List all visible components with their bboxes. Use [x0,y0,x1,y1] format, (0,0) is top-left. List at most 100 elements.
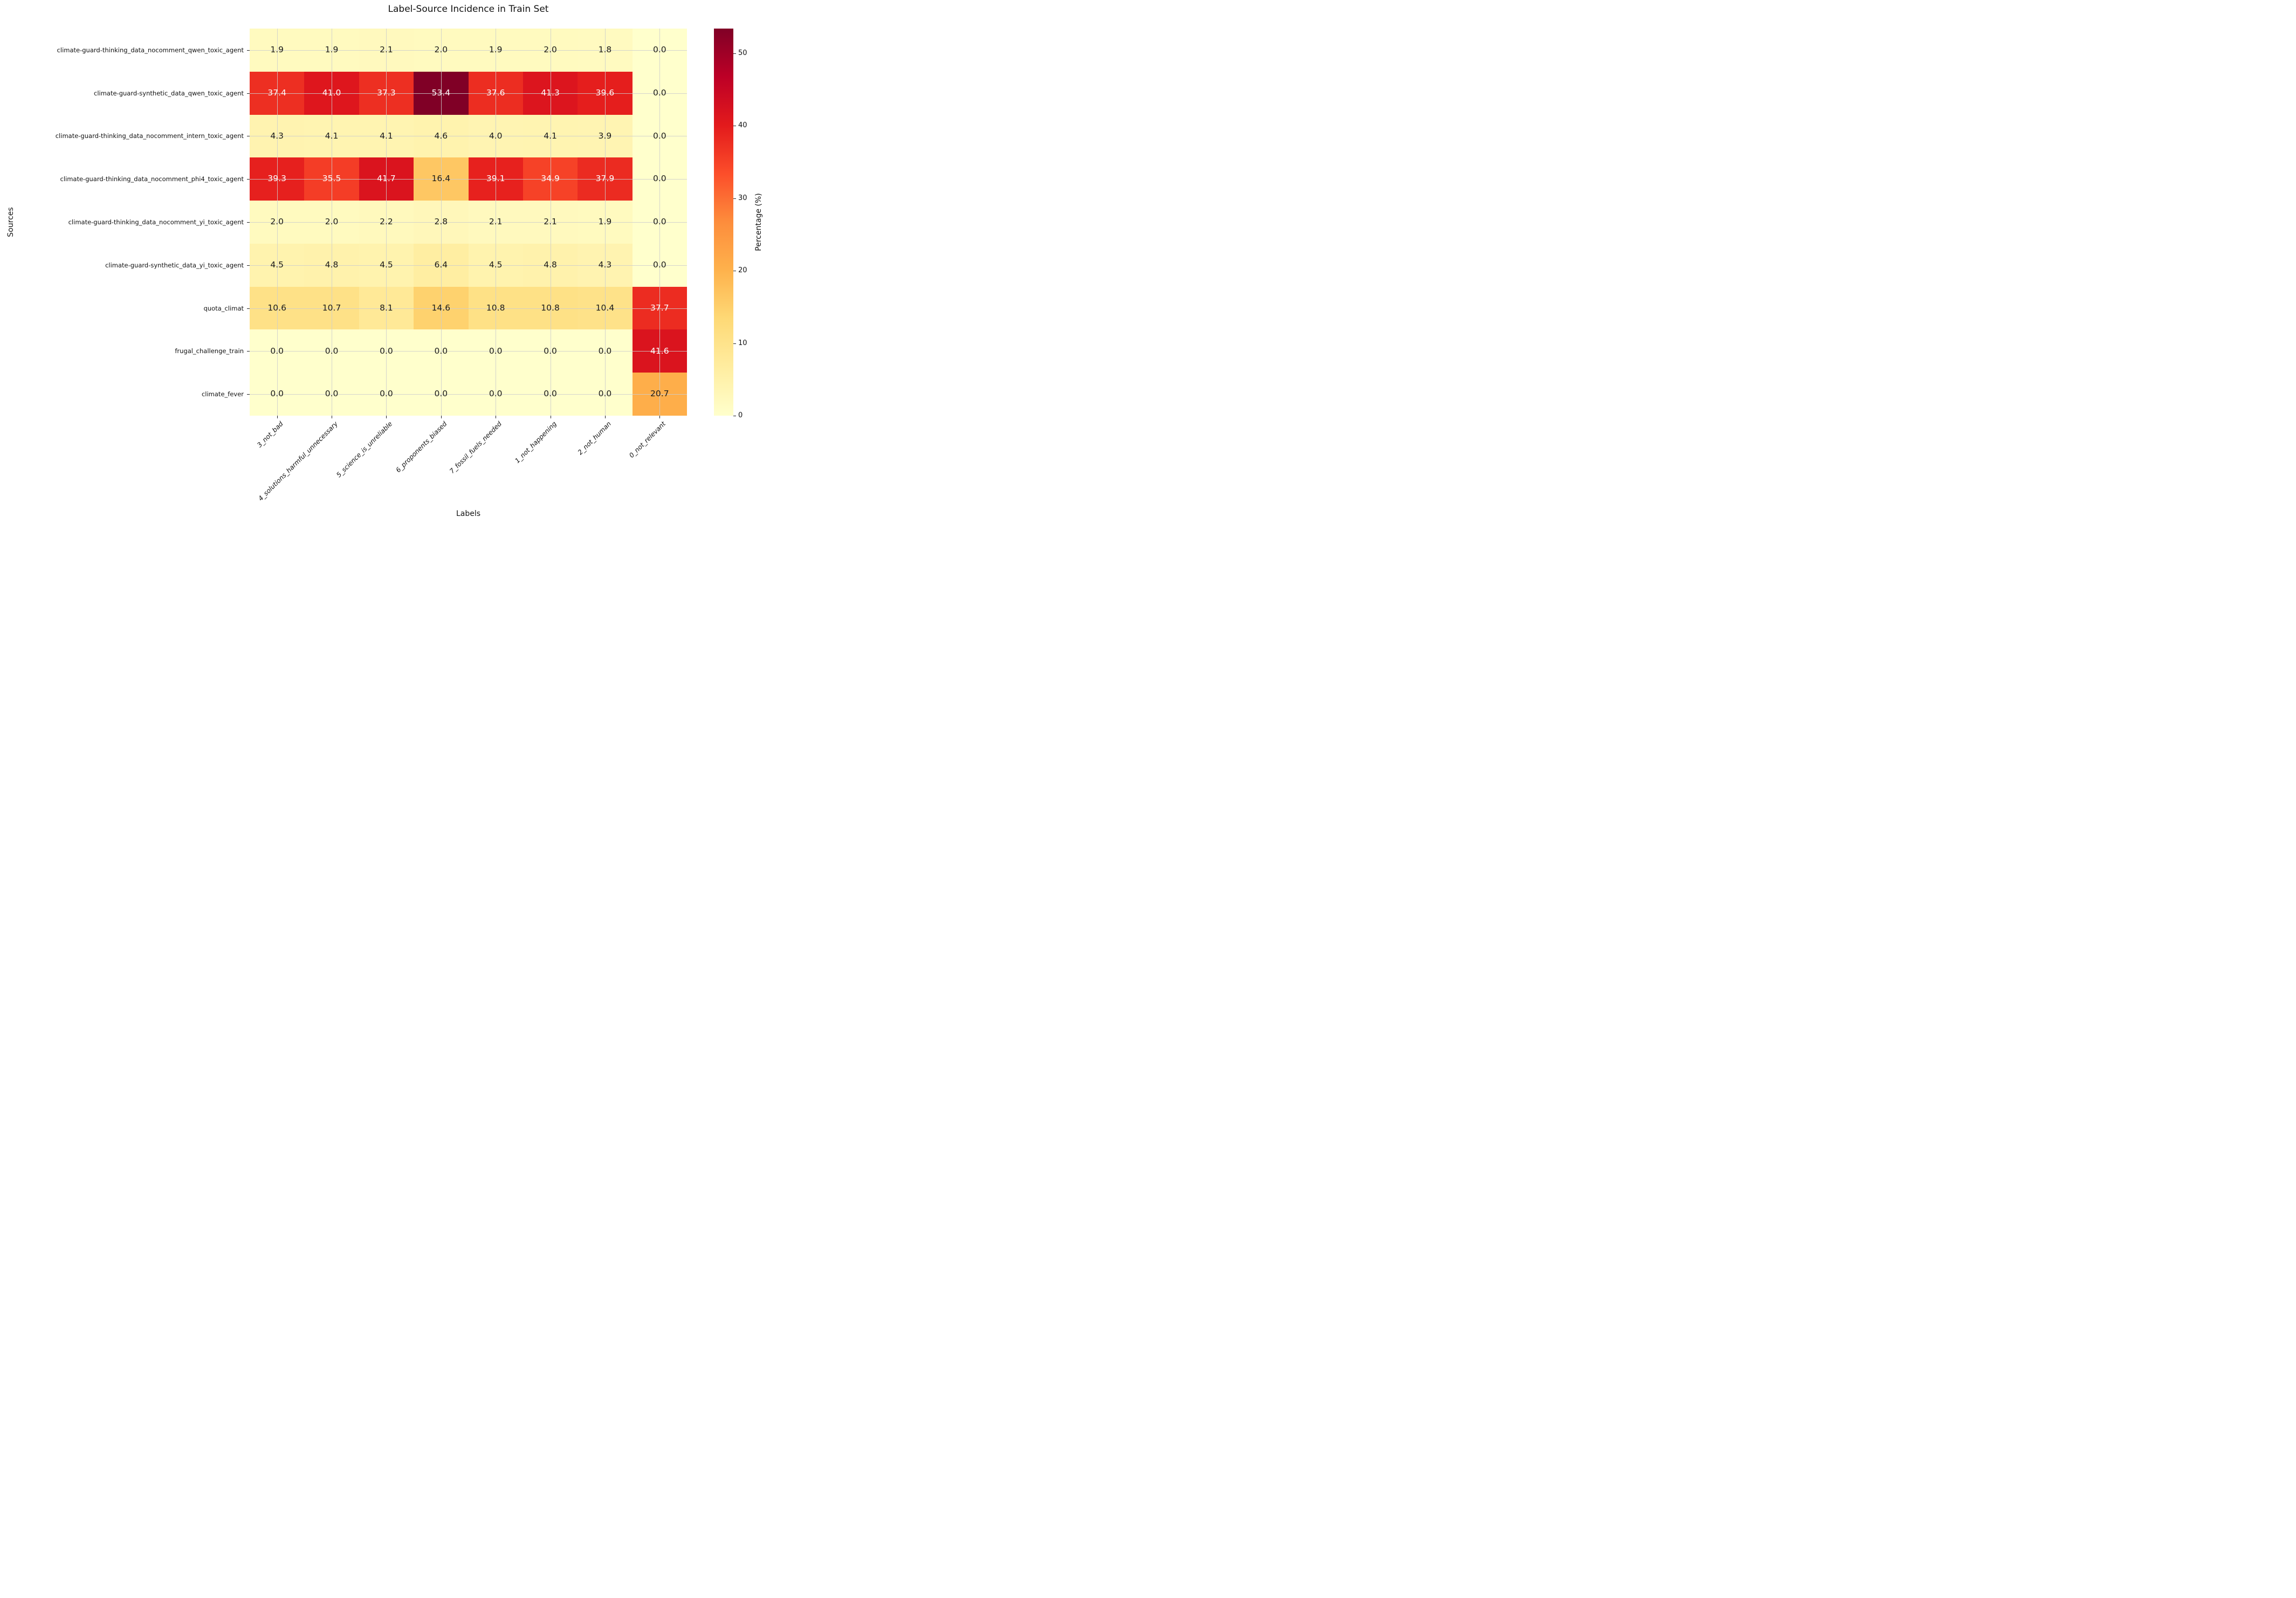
chart-title: Label-Source Incidence in Train Set [388,4,549,15]
cell-value: 10.6 [267,302,286,313]
heatmap-cell: 0.0 [578,329,633,373]
heatmap-cell: 10.7 [304,286,359,330]
heatmap-cell: 0.0 [250,373,305,416]
heatmap-cell: 0.0 [632,114,687,158]
cell-value: 39.3 [267,174,286,184]
heatmap-cell: 37.9 [578,157,633,201]
cell-value: 2.0 [325,217,339,227]
heatmap-cell: 39.1 [468,157,523,201]
y-tick-mark [247,179,250,180]
heatmap-cell: 41.6 [632,329,687,373]
y-tick-label: climate-guard-thinking_data_nocomment_yi… [68,218,244,226]
cell-value: 4.1 [544,130,557,141]
heatmap-cell: 34.9 [523,157,578,201]
heatmap-cell: 2.1 [359,29,414,72]
heatmap-cell: 10.4 [578,286,633,330]
y-tick-label: climate-guard-synthetic_data_yi_toxic_ag… [105,261,244,269]
heatmap-cell: 14.6 [414,286,469,330]
heatmap-cell: 2.0 [250,201,305,244]
y-tick-mark [247,265,250,266]
cell-value: 1.9 [325,45,339,55]
heatmap-cell: 16.4 [414,157,469,201]
heatmap-cell: 4.0 [468,114,523,158]
heatmap-cell: 0.0 [414,373,469,416]
cell-value: 2.0 [270,217,284,227]
colorbar: 0 10 20 30 40 50 [714,29,765,419]
y-tick-label: climate_fever [201,390,244,398]
cell-value: 34.9 [541,174,560,184]
x-tick-label: 5_science_is_unreliable [335,420,394,479]
cell-value: 0.0 [380,389,393,399]
heatmap-cell: 2.1 [523,201,578,244]
heatmap-cells: 1.9 1.9 2.1 2.0 1.9 2.0 1.8 0.0 37.4 41.0 37.3 53.4… [250,29,687,416]
heatmap-cell: 4.1 [359,114,414,158]
cell-value: 4.1 [380,130,393,141]
heatmap-cell: 3.9 [578,114,633,158]
cell-value: 10.4 [595,302,615,313]
heatmap-cell: 39.3 [250,157,305,201]
x-tick-label: 1_not_happening [513,420,558,465]
heatmap-cell: 1.9 [250,29,305,72]
heatmap-cell: 4.1 [304,114,359,158]
cell-value: 37.6 [486,87,505,98]
cell-value: 3.9 [598,130,612,141]
x-tick-label: 0_not_relevant [628,420,668,459]
cell-value: 14.6 [431,302,451,313]
cell-value: 0.0 [652,87,666,98]
x-tick-mark [277,416,278,418]
cell-value: 2.8 [434,217,448,227]
y-tick-mark [247,93,250,94]
heatmap-cell: 2.8 [414,201,469,244]
y-tick-label: climate-guard-thinking_data_nocomment_in… [55,132,244,140]
cell-value: 1.9 [270,45,284,55]
cell-value: 10.8 [486,302,505,313]
heatmap-cell: 41.3 [523,71,578,115]
y-axis-tick-marks [247,29,250,416]
colorbar-tick-label: 10 [738,339,747,347]
y-axis-tick-labels: climate-guard-thinking_data_nocomment_qw… [0,29,244,416]
cell-value: 0.0 [325,389,339,399]
heatmap-cell: 4.3 [578,243,633,287]
colorbar-tick-label: 20 [738,266,747,275]
cell-value: 4.3 [270,130,284,141]
cell-value: 0.0 [598,389,612,399]
colorbar-tick-mark [733,53,736,54]
cell-value: 0.0 [652,130,666,141]
cell-value: 35.5 [322,174,341,184]
cell-value: 20.7 [650,389,669,399]
cell-value: 0.0 [325,346,339,356]
cell-value: 4.6 [434,130,448,141]
heatmap-cell: 4.5 [468,243,523,287]
colorbar-tick-label: 40 [738,121,747,130]
heatmap-cell: 2.0 [414,29,469,72]
cell-value: 53.4 [431,87,451,98]
heatmap-cell: 4.8 [523,243,578,287]
cell-value: 0.0 [270,389,284,399]
y-tick-mark [247,308,250,309]
cell-value: 4.0 [489,130,503,141]
heatmap-cell: 41.7 [359,157,414,201]
cell-value: 39.6 [595,87,615,98]
heatmap-cell: 0.0 [523,329,578,373]
heatmap-cell: 0.0 [414,329,469,373]
colorbar-gradient [714,29,733,416]
heatmap-cell: 37.7 [632,286,687,330]
heatmap-cell: 0.0 [578,373,633,416]
cell-value: 0.0 [652,45,666,55]
heatmap-cell: 1.9 [304,29,359,72]
heatmap-cell: 0.0 [359,329,414,373]
cell-value: 0.0 [652,217,666,227]
heatmap-cell: 53.4 [414,71,469,115]
x-tick-mark [659,416,661,418]
y-tick-label: frugal_challenge_train [175,347,244,355]
colorbar-title: Percentage (%) [754,193,763,251]
heatmap-cell: 0.0 [468,329,523,373]
y-tick-label: climate-guard-synthetic_data_qwen_toxic_… [94,89,244,97]
cell-value: 2.1 [544,217,557,227]
heatmap-cell: 4.3 [250,114,305,158]
cell-value: 16.4 [431,174,451,184]
heatmap-cell: 41.0 [304,71,359,115]
x-tick-mark [386,416,387,418]
heatmap-cell: 39.6 [578,71,633,115]
heatmap-cell: 4.5 [250,243,305,287]
